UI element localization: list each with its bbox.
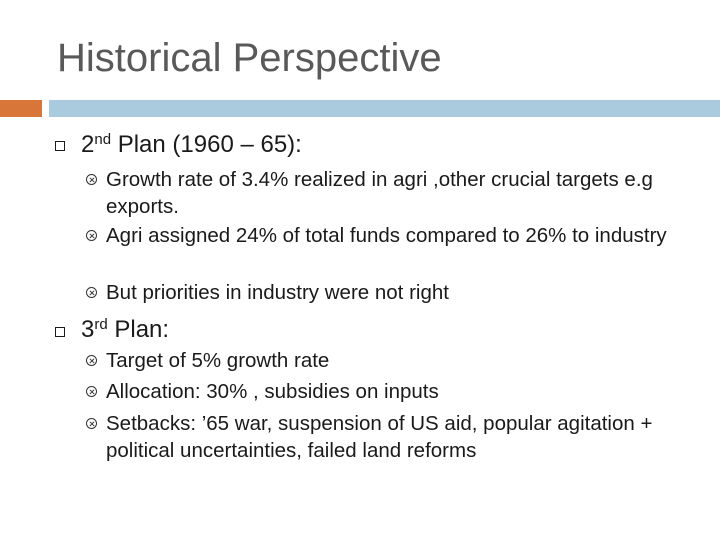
section-heading-3rd-plan: 3rd Plan:	[81, 316, 169, 344]
circled-x-bullet-icon	[86, 230, 97, 241]
list-item: Allocation: 30% , subsidies on inputs	[106, 380, 439, 403]
heading-ordinal: rd	[94, 316, 108, 333]
square-bullet-icon	[55, 327, 65, 337]
section-heading-2nd-plan: 2nd Plan (1960 – 65):	[81, 131, 302, 159]
list-item: Setbacks: ’65 war, suspension of US aid,…	[106, 412, 653, 462]
heading-number: 2	[81, 131, 95, 158]
title-rule-bar	[49, 100, 720, 117]
slide-title: Historical Perspective	[57, 36, 442, 80]
circled-x-bullet-icon	[86, 174, 97, 185]
list-item: Target of 5% growth rate	[106, 349, 330, 372]
list-item: Growth rate of 3.4% realized in agri ,ot…	[106, 168, 653, 218]
circled-x-bullet-icon	[86, 355, 97, 366]
heading-number: 3	[81, 316, 95, 343]
circled-x-bullet-icon	[86, 287, 97, 298]
list-item: Agri assigned 24% of total funds compare…	[106, 224, 667, 247]
heading-text: Plan:	[107, 316, 170, 343]
list-item: But priorities in industry were not righ…	[106, 281, 449, 304]
square-bullet-icon	[55, 141, 65, 151]
circled-x-bullet-icon	[86, 418, 97, 429]
accent-bar	[0, 100, 42, 117]
circled-x-bullet-icon	[86, 386, 97, 397]
heading-text: Plan (1960 – 65):	[111, 131, 302, 158]
heading-ordinal: nd	[94, 131, 112, 148]
